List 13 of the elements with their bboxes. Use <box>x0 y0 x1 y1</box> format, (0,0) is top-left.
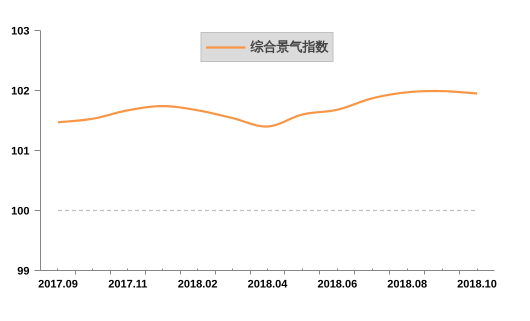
x-tick-label: 2017.09 <box>38 278 78 290</box>
y-tick-label: 100 <box>11 206 30 218</box>
x-tick-label: 2018.04 <box>248 278 288 290</box>
x-tick-label: 2018.02 <box>178 278 218 290</box>
x-tick-label: 2017.11 <box>108 278 148 290</box>
y-tick-label: 101 <box>11 146 30 158</box>
x-tick-label: 2018.08 <box>387 278 428 290</box>
y-tick-label: 99 <box>17 266 30 278</box>
x-tick-label: 2018.06 <box>317 278 358 290</box>
legend-label: 综合景气指数 <box>250 38 328 56</box>
y-tick-label: 103 <box>11 26 30 38</box>
x-tick-label: 2018.10 <box>457 278 497 290</box>
y-tick-label: 102 <box>11 86 30 98</box>
